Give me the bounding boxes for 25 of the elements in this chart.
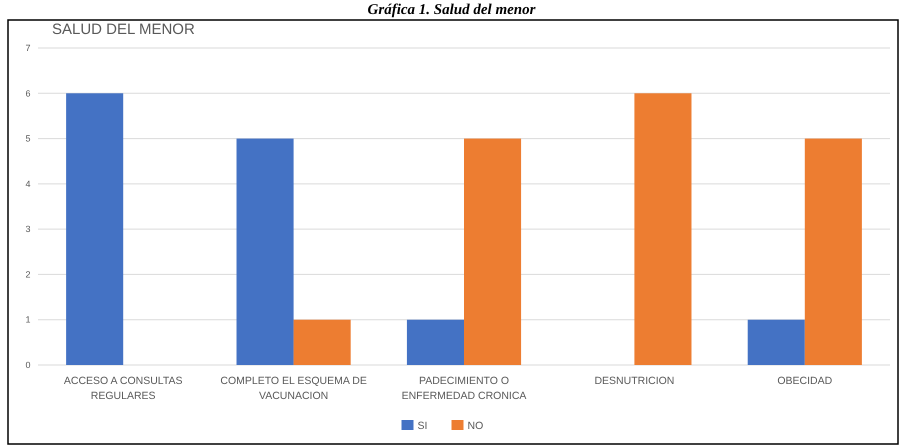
legend-label: NO: [468, 420, 484, 432]
y-tick-label: 0: [25, 360, 31, 370]
bar: [66, 93, 124, 365]
y-tick-label: 2: [25, 269, 31, 280]
legend-label: SI: [418, 420, 428, 432]
bar: [748, 320, 805, 365]
bar: [294, 320, 351, 365]
y-tick-label: 7: [25, 43, 31, 53]
bar: [236, 138, 294, 365]
y-tick-label: 5: [25, 134, 31, 144]
x-tick-label: ACCESO A CONSULTAS REGULARES: [64, 375, 183, 402]
bar: [804, 138, 862, 365]
chart-title: SALUD DEL MENOR: [52, 21, 195, 38]
y-tick-label: 3: [25, 224, 31, 234]
bar: [634, 93, 692, 365]
y-tick-label: 1: [25, 314, 31, 325]
bar: [464, 138, 522, 365]
x-tick-label: DESNUTRICION: [594, 375, 674, 387]
x-tick-label: COMPLETO EL ESQUEMA DE VACUNACION: [220, 375, 367, 402]
text: Gráfica 1. Salud del menor: [368, 2, 536, 18]
x-tick-label: OBECIDAD: [777, 375, 833, 387]
x-tick-label: PADECIMIENTO O ENFERMEDAD CRONICA: [402, 375, 526, 402]
y-tick-label: 6: [25, 88, 31, 98]
y-tick-label: 4: [25, 178, 31, 189]
bar: [406, 320, 464, 365]
